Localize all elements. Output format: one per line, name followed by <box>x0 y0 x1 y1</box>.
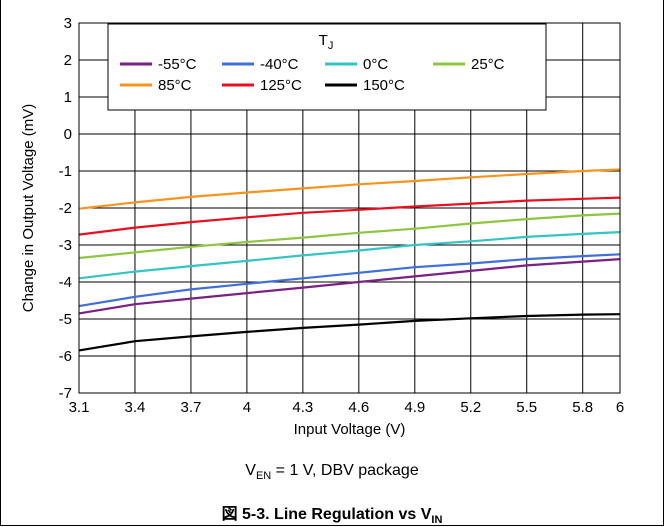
x-axis-label: Input Voltage (V) <box>294 421 406 438</box>
x-tick-label: 4.3 <box>292 399 313 416</box>
y-tick-label: -5 <box>59 311 72 328</box>
figure-title-text: 図 5-3. Line Regulation vs V <box>221 506 432 523</box>
legend-title-sub: J <box>328 40 334 52</box>
x-tick-label: 3.7 <box>181 399 202 416</box>
series-layer <box>78 168 621 352</box>
x-tick-label: 5.8 <box>572 399 593 416</box>
legend-item: 125°C <box>222 77 302 94</box>
y-tick-label: -3 <box>59 237 72 254</box>
legend-label: 25°C <box>471 56 505 73</box>
legend-item: 0°C <box>325 56 388 73</box>
y-tick-labels: 3 2 1 0 -1 -2 -3 -4 -5 -6 -7 <box>59 15 72 402</box>
series-line <box>78 313 621 352</box>
legend-item: 150°C <box>325 77 405 94</box>
y-tick-label: -6 <box>59 348 72 365</box>
caption-prefix: V <box>245 462 256 479</box>
chart-caption: VEN = 1 V, DBV package <box>0 462 664 482</box>
y-axis-label: Change in Output Voltage (mV) <box>20 104 37 312</box>
x-tick-label: 5.5 <box>516 399 537 416</box>
y-tick-label: 2 <box>64 52 72 69</box>
series-line <box>78 196 621 236</box>
y-tick-label: 3 <box>64 15 72 32</box>
legend-item: 85°C <box>120 77 192 94</box>
y-tick-label: -4 <box>59 274 72 291</box>
x-tick-label: 4.6 <box>348 399 369 416</box>
series-line <box>78 253 621 308</box>
legend-title-main: T <box>319 32 328 49</box>
x-tick-label: 5.2 <box>460 399 481 416</box>
x-tick-label: 4 <box>243 399 251 416</box>
series-line <box>78 168 621 210</box>
legend-label: 85°C <box>158 77 192 94</box>
figure-title-sub: IN <box>431 514 443 527</box>
caption-sub: EN <box>255 470 272 483</box>
series-line <box>78 212 621 260</box>
series-line <box>78 258 621 315</box>
x-tick-label: 6 <box>616 399 624 416</box>
y-tick-label: 0 <box>64 126 72 143</box>
x-tick-label: 4.9 <box>404 399 425 416</box>
plot-border <box>78 22 621 394</box>
y-tick-label: 1 <box>64 89 72 106</box>
figure-title: 図 5-3. Line Regulation vs VIN <box>0 500 664 526</box>
legend-label: 125°C <box>260 77 302 94</box>
caption-rest: = 1 V, DBV package <box>271 462 419 479</box>
legend: TJ -55°C -40°C 0°C 25°C 85°C 125°C 150°C <box>107 23 547 111</box>
legend-label: -55°C <box>158 56 197 73</box>
x-tick-label: 3.4 <box>125 399 146 416</box>
y-tick-label: -1 <box>59 163 72 180</box>
legend-title: TJ <box>319 32 334 52</box>
legend-item: -40°C <box>222 56 299 73</box>
x-tick-labels: 3.1 3.4 3.7 4 4.3 4.6 4.9 5.2 5.5 5.8 6 <box>69 399 625 416</box>
y-tick-label: -2 <box>59 200 72 217</box>
legend-label: 150°C <box>363 77 405 94</box>
y-tick-label: -7 <box>59 385 72 402</box>
legend-item: -55°C <box>120 56 197 73</box>
x-tick-label: 3.1 <box>69 399 90 416</box>
legend-label: 0°C <box>363 56 388 73</box>
legend-items: -55°C -40°C 0°C 25°C 85°C 125°C 150°C <box>120 56 505 94</box>
line-chart: 3.1 3.4 3.7 4 4.3 4.6 4.9 5.2 5.5 5.8 6 3 2 1 0 -1 -2 -3… <box>20 15 625 438</box>
legend-item: 25°C <box>433 56 505 73</box>
legend-label: -40°C <box>260 56 299 73</box>
legend-box <box>107 23 547 111</box>
series-line <box>78 231 621 280</box>
